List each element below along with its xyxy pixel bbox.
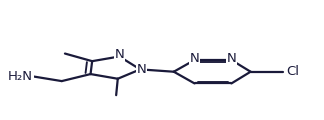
Text: N: N	[114, 48, 124, 61]
Text: Cl: Cl	[286, 65, 299, 78]
Text: N: N	[190, 52, 200, 65]
Text: H₂N: H₂N	[8, 70, 33, 83]
Text: N: N	[137, 63, 147, 76]
Text: N: N	[226, 52, 236, 65]
